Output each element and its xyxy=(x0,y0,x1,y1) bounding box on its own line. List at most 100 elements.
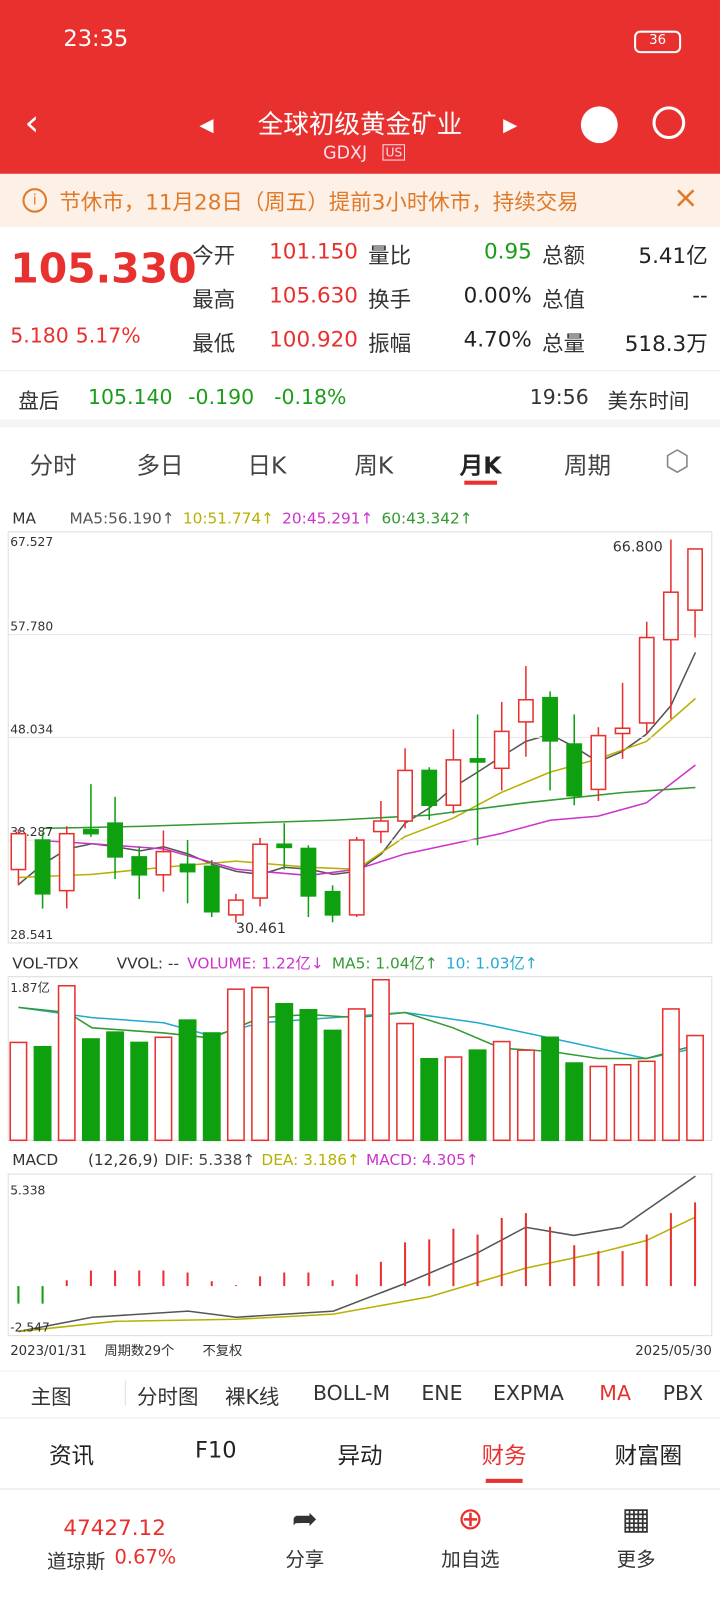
low-label: 30.461 xyxy=(236,921,286,937)
bottom-tab[interactable]: 财务 xyxy=(481,1444,527,1470)
dea-line xyxy=(18,1216,696,1333)
indicator-button[interactable]: 裸K线 xyxy=(224,1384,280,1410)
candle-body xyxy=(372,820,389,833)
volume-bar xyxy=(371,978,390,1142)
candle-body xyxy=(662,591,679,641)
macd-title: MACD xyxy=(12,1151,58,1169)
action-label[interactable]: 更多 xyxy=(616,1548,656,1571)
date-end: 2025/05/30 xyxy=(635,1344,712,1359)
action-icon[interactable]: ➦ xyxy=(291,1501,318,1538)
y-tick-label: 1.87亿 xyxy=(10,980,50,995)
y-tick-label: 57.780 xyxy=(10,619,53,633)
y-tick-label: 48.034 xyxy=(10,722,53,736)
field-value: 100.920 xyxy=(269,327,358,352)
after-time: 19:56 xyxy=(529,384,589,410)
macd-legend: DIF: 5.338↑ xyxy=(165,1151,256,1169)
period-tab[interactable]: 周K xyxy=(354,453,394,480)
period-tab[interactable]: 周期 xyxy=(564,453,612,480)
robot-icon[interactable] xyxy=(580,106,618,144)
candle-body xyxy=(638,636,655,724)
volume-bar xyxy=(106,1031,125,1142)
battery: 36 xyxy=(634,30,682,54)
volume-legend: VOLUME: 1.22亿↓ xyxy=(187,954,324,972)
after-label: 盘后 xyxy=(18,388,60,414)
gap xyxy=(0,419,720,428)
indicator-button[interactable]: EXPMA xyxy=(492,1380,564,1406)
field-value: 5.41亿 xyxy=(638,243,708,268)
after-change: -0.190 xyxy=(188,384,255,410)
notice-bar xyxy=(0,173,720,228)
period-tab[interactable]: 月K xyxy=(459,453,502,480)
ma-legend: 60:43.342↑ xyxy=(382,510,473,528)
bottom-tab[interactable]: 资讯 xyxy=(49,1444,95,1470)
volume-bar xyxy=(589,1065,608,1142)
ma-legend: 10:51.774↑ xyxy=(183,510,274,528)
volume-bar xyxy=(396,1022,415,1142)
indicator-button[interactable]: 分时图 xyxy=(137,1384,199,1410)
candle-body xyxy=(687,548,703,611)
volume-bar xyxy=(81,1038,100,1142)
index-pct: 0.67% xyxy=(114,1546,177,1569)
field-label: 量比 xyxy=(368,243,412,268)
action-label[interactable]: 分享 xyxy=(285,1548,325,1571)
volume-bar xyxy=(130,1041,149,1142)
date-start: 2023/01/31 xyxy=(10,1344,87,1359)
volume-bar xyxy=(637,1060,656,1142)
volume-bar xyxy=(299,1009,318,1142)
candle-body xyxy=(542,696,558,742)
ma-legend: MA5:56.190↑ xyxy=(70,510,175,528)
period-tab[interactable]: 分时 xyxy=(29,453,77,480)
indicator-button[interactable]: PBX xyxy=(662,1380,704,1406)
candle-body xyxy=(324,890,341,916)
separator xyxy=(124,1380,126,1406)
candle-body xyxy=(590,734,607,791)
back-button[interactable]: ‹ xyxy=(24,102,40,145)
period-tab[interactable]: 多日 xyxy=(136,453,184,480)
tab-underline xyxy=(485,1478,523,1483)
change: 5.180 xyxy=(10,323,69,348)
bottom-tab[interactable]: 财富圈 xyxy=(614,1444,683,1470)
volume-bar xyxy=(33,1045,52,1142)
candle-body xyxy=(131,856,148,876)
indicator-button[interactable]: ENE xyxy=(421,1380,463,1406)
action-label[interactable]: 加自选 xyxy=(441,1548,500,1571)
index-value: 47427.12 xyxy=(63,1515,166,1541)
candle-body xyxy=(517,698,534,723)
candle-body xyxy=(300,847,317,897)
indicator-button[interactable]: BOLL-M xyxy=(312,1380,391,1406)
ma-legend: 20:45.291↑ xyxy=(282,510,373,528)
index-name: 道琼斯 xyxy=(47,1550,106,1573)
indicator-name: MA xyxy=(12,510,36,528)
indicator-button[interactable]: 主图 xyxy=(30,1384,72,1410)
notice-close[interactable]: × xyxy=(672,179,699,216)
candle-body xyxy=(421,769,438,806)
price: 105.330 xyxy=(10,245,197,293)
after-price: 105.140 xyxy=(87,384,173,410)
field-value: 105.630 xyxy=(269,283,358,308)
prev-button[interactable]: ◀ xyxy=(199,114,214,137)
volume-bar xyxy=(226,988,245,1142)
indicator-button[interactable]: MA xyxy=(599,1380,631,1406)
header-bg xyxy=(0,0,720,174)
volume-legend: MA5: 1.04亿↑ xyxy=(332,954,438,972)
candle-body xyxy=(614,727,631,735)
next-button[interactable]: ▶ xyxy=(503,114,518,137)
search-icon[interactable] xyxy=(652,106,686,140)
macd-legend: (12,26,9) xyxy=(88,1151,158,1169)
volume-bar xyxy=(420,1057,439,1142)
volume-bar xyxy=(541,1036,560,1142)
candle-body xyxy=(10,832,27,871)
candle-body xyxy=(155,850,172,876)
field-value: 4.70% xyxy=(463,327,532,352)
volume-bar xyxy=(492,1040,511,1142)
volume-bar xyxy=(444,1056,463,1142)
action-icon[interactable]: ⊕ xyxy=(457,1501,484,1538)
bottom-tab[interactable]: F10 xyxy=(195,1437,237,1464)
bottom-tab[interactable]: 异动 xyxy=(337,1444,383,1470)
action-icon[interactable]: ▦ xyxy=(621,1501,651,1538)
period-tab[interactable]: 日K xyxy=(247,453,287,480)
y-tick-label: 67.527 xyxy=(10,535,53,549)
settings-icon[interactable]: ⬡ xyxy=(664,443,690,478)
volume-bar xyxy=(661,1008,680,1142)
